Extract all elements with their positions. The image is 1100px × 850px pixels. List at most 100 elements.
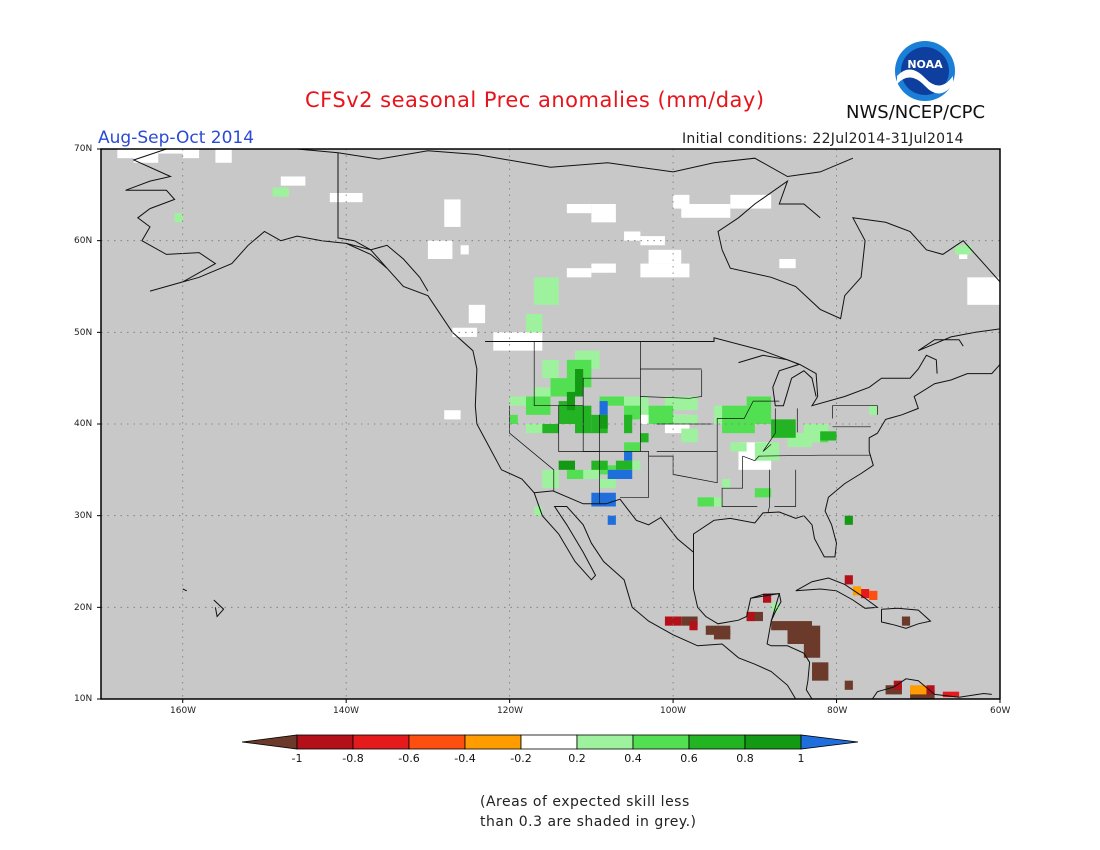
- colorbar-label-04: 0.4: [624, 752, 642, 765]
- coastline-alaskasouth: [141, 230, 388, 292]
- lat-label-30n: 30N: [74, 511, 93, 521]
- anomaly-cell: [566, 469, 584, 479]
- anomaly-cell: [648, 249, 682, 264]
- anomaly-cell: [697, 497, 714, 507]
- anomaly-cell: [591, 204, 616, 223]
- colorbar-label-neg02: -0.2: [510, 752, 532, 765]
- state-boundary: [716, 400, 780, 452]
- anomaly-cell: [542, 469, 559, 489]
- lat-label-70n: 70N: [74, 144, 93, 154]
- anomaly-cell: [803, 644, 821, 658]
- coastline-usmex: [534, 490, 694, 553]
- state-boundary: [774, 469, 797, 507]
- anomaly-cell: [689, 621, 698, 631]
- anomaly-cell: [509, 396, 526, 406]
- anomaly-cell: [869, 405, 878, 415]
- coastline-hispaniola: [881, 607, 932, 629]
- coastline-alaska: [125, 149, 854, 241]
- anomaly-cell: [640, 263, 690, 278]
- anomaly-cell: [640, 433, 649, 443]
- anomaly-cell: [942, 691, 960, 698]
- colorbar-bin: [352, 734, 410, 750]
- anomaly-cell: [869, 590, 878, 600]
- colorbar-label-06: 0.6: [680, 752, 698, 765]
- state-boundary: [832, 405, 878, 419]
- colorbar-arrow-low: [241, 734, 298, 750]
- anomaly-cell: [762, 593, 772, 603]
- anomaly-cell: [566, 204, 592, 214]
- anomaly-cell: [599, 414, 608, 429]
- anomaly-cell: [525, 314, 543, 333]
- coastline-hawaii: [182, 588, 188, 592]
- anomaly-cell: [509, 414, 518, 424]
- coastline-canadaborder: [485, 337, 938, 407]
- lon-label-120w: 120W: [497, 706, 524, 716]
- anomaly-cell: [779, 259, 796, 269]
- coastlines: [125, 149, 1000, 699]
- anomaly-cell: [624, 451, 633, 461]
- coastline-akborder: [337, 152, 429, 292]
- colorbar-bin: [576, 734, 634, 750]
- colorbar-label-1: 1: [797, 752, 805, 765]
- state-boundary: [767, 469, 770, 513]
- colorbar-bin: [464, 734, 522, 750]
- gridlines: [101, 149, 1000, 699]
- anomaly-cell: [583, 469, 600, 479]
- lon-label-160w: 160W: [170, 706, 197, 716]
- anomaly-cell: [624, 442, 641, 452]
- anomaly-cell: [452, 327, 477, 337]
- colorbar-label-neg06: -0.6: [398, 752, 420, 765]
- anomaly-cell: [591, 492, 616, 507]
- anomaly-cell: [664, 616, 682, 626]
- coastline-gulf: [693, 364, 1000, 558]
- anomaly-cell: [820, 431, 837, 441]
- anomaly-cell: [624, 231, 641, 241]
- anomaly-cell: [534, 277, 559, 305]
- anomaly-cell: [893, 680, 902, 690]
- state-boundary: [582, 405, 649, 498]
- colorbar-label-neg08: -0.8: [342, 752, 364, 765]
- anomaly-cell: [787, 625, 821, 644]
- anomaly-cell: [215, 149, 232, 163]
- colorbar-bin: [632, 734, 690, 750]
- coastline-hudsonwest: [717, 179, 821, 250]
- organization-label: NWS/NCEP/CPC: [846, 102, 986, 123]
- anomaly-cell: [640, 236, 665, 246]
- anomaly-cell: [158, 149, 200, 154]
- anomaly-cell: [444, 199, 461, 227]
- colorbar-bin: [744, 734, 802, 750]
- anomaly-cell: [329, 193, 363, 203]
- anomaly-cell: [746, 396, 772, 424]
- coastline-cuba: [795, 577, 879, 609]
- colorbar-label-08: 0.8: [736, 752, 754, 765]
- state-boundary: [509, 405, 555, 491]
- anomaly-cell: [771, 621, 813, 631]
- anomaly-cell: [575, 369, 584, 397]
- anomaly-cell: [681, 204, 731, 218]
- anomaly-cell: [566, 268, 592, 278]
- anomaly-cell: [967, 277, 1000, 305]
- anomaly-cell: [182, 149, 200, 159]
- colorbar-label-neg1: -1: [291, 752, 303, 765]
- anomaly-cell: [591, 263, 616, 273]
- anomaly-cell: [746, 611, 755, 622]
- anomaly-cell: [648, 405, 674, 424]
- anomaly-cell: [861, 589, 870, 599]
- colorbar-bin: [296, 734, 354, 750]
- lat-label-20n: 20N: [74, 603, 93, 613]
- season-label: Aug-Sep-Oct 2014: [98, 128, 255, 148]
- anomaly-cell: [599, 401, 608, 415]
- anomaly-cell: [525, 424, 543, 434]
- coastline-yucatan: [750, 593, 782, 622]
- anomaly-cell: [844, 575, 853, 585]
- noaa-logo-icon: NOAA: [895, 41, 955, 101]
- anomaly-cell: [607, 515, 616, 525]
- anomaly-cell: [444, 410, 461, 420]
- anomaly-cell: [926, 685, 935, 695]
- lon-label-140w: 140W: [333, 706, 360, 716]
- lat-label-10n: 10N: [74, 694, 93, 704]
- axis-ticks: [97, 148, 1001, 703]
- lon-label-60w: 60W: [990, 706, 1011, 716]
- anomaly-cell: [722, 479, 731, 489]
